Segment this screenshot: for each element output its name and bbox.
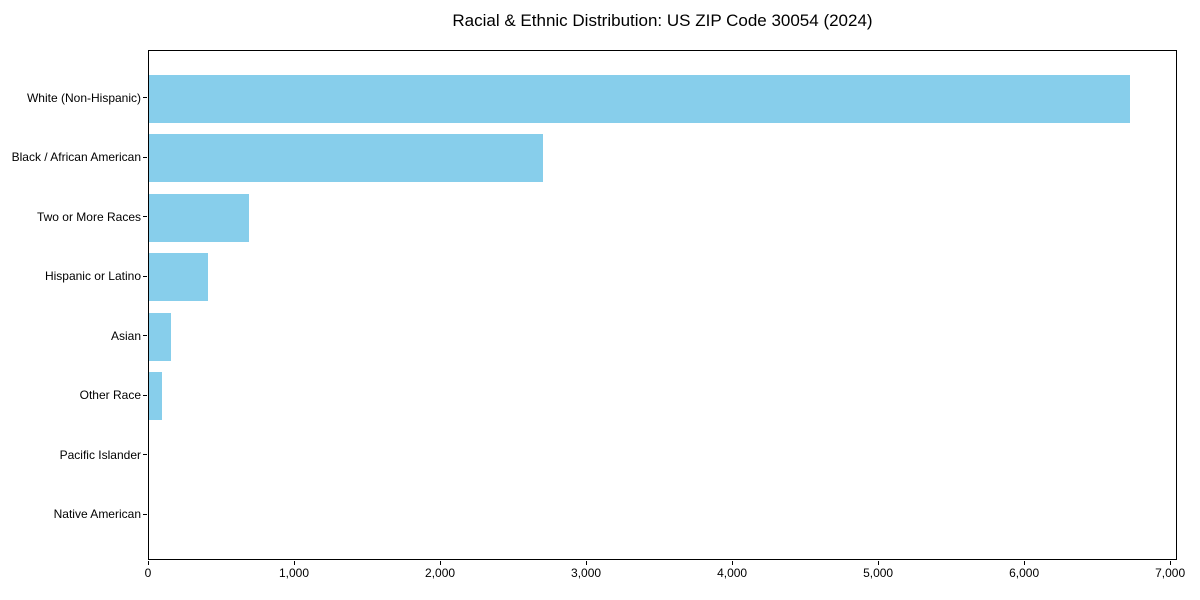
y-tick: [143, 275, 147, 277]
bar-other-race: [149, 372, 163, 420]
y-axis-label-pacific-islander: Pacific Islander: [59, 447, 141, 462]
y-axis-label-native-american: Native American: [53, 507, 141, 521]
y-tick: [143, 454, 147, 455]
x-tick: [585, 561, 587, 565]
y-axis-label-asian: Asian: [110, 328, 141, 343]
x-tick: [147, 561, 149, 565]
y-tick: [143, 513, 147, 515]
y-tick: [143, 156, 147, 158]
x-tick-label-2-000: 2,000: [425, 566, 456, 580]
plot-area: [148, 50, 1177, 560]
chart-title: Racial & Ethnic Distribution: US ZIP Cod…: [452, 11, 873, 30]
bar-hispanic-or-latino: [149, 253, 209, 301]
x-tick: [731, 561, 733, 565]
y-axis-label-hispanic-or-latino: Hispanic or Latino: [44, 269, 141, 283]
x-tick: [1169, 561, 1171, 565]
x-tick-label-1-000: 1,000: [279, 566, 310, 580]
x-tick: [293, 561, 295, 565]
y-tick: [143, 97, 147, 98]
y-axis-label-black-african-american: Black / African American: [11, 150, 141, 164]
y-axis-label-white-non-hispanic: White (Non-Hispanic): [26, 90, 141, 105]
x-tick-label-6-000: 6,000: [1009, 566, 1040, 580]
bar-asian: [149, 312, 172, 361]
y-axis-label-other-race: Other Race: [79, 388, 141, 402]
y-axis-label-two-or-more-races: Two or More Races: [36, 209, 141, 224]
y-tick: [143, 335, 147, 336]
x-tick-label-7-000: 7,000: [1155, 566, 1186, 580]
x-tick-label-0: 0: [144, 566, 152, 580]
bar-black-african-american: [149, 134, 543, 182]
x-tick: [439, 561, 441, 565]
y-tick: [143, 394, 147, 396]
bar-white-non-hispanic: [149, 74, 1131, 123]
x-tick-label-5-000: 5,000: [863, 566, 894, 580]
x-tick-label-3-000: 3,000: [571, 566, 602, 580]
x-tick: [877, 561, 879, 565]
y-tick: [143, 216, 147, 217]
bar-two-or-more-races: [149, 193, 250, 242]
x-tick-label-4-000: 4,000: [717, 566, 748, 580]
x-tick: [1023, 561, 1025, 565]
